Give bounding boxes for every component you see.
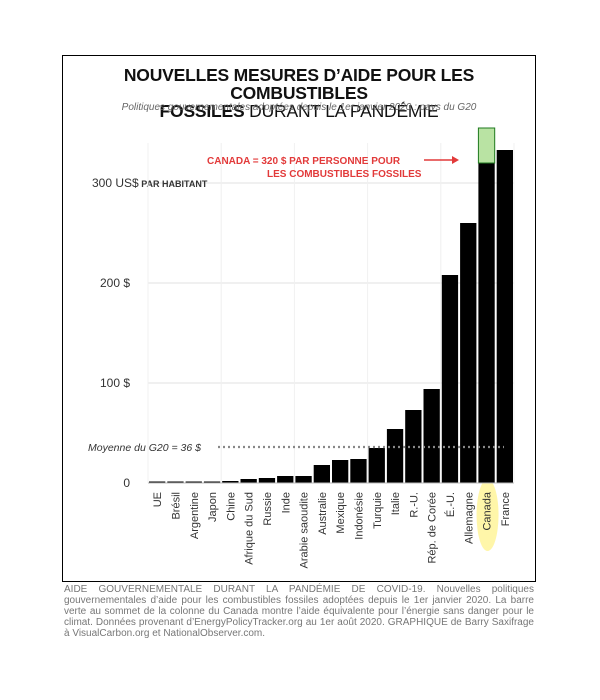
- x-tick-label: Japon: [207, 492, 219, 522]
- x-tick-label: Allemagne: [463, 492, 475, 544]
- chart-title-bold-word: FOSSILES: [159, 101, 245, 121]
- x-tick-label: Italie: [390, 492, 402, 515]
- y-unit-label: PAR HABITANT: [139, 179, 208, 189]
- bar-arabie-saoudite: [295, 476, 312, 483]
- chart-title-rest: DURANT LA PANDÉMIE: [244, 101, 439, 121]
- bar-indon-sie: [350, 459, 367, 483]
- bar-chine: [222, 481, 239, 483]
- bar-ue: [149, 481, 166, 483]
- bar-italie: [386, 429, 404, 483]
- bar-argentine: [185, 481, 202, 483]
- chart-subtitle: Politiques gouvernementales adoptées dep…: [121, 102, 477, 113]
- y-tick-label-0: 0: [123, 476, 130, 490]
- bar-canada: [478, 163, 495, 483]
- x-tick-label: Afrique du Sud: [244, 492, 256, 565]
- bar-turquie: [368, 448, 385, 483]
- x-tick-label: Indonésie: [353, 492, 365, 540]
- bar-inde: [277, 476, 294, 483]
- x-tick-label: UE: [152, 492, 164, 507]
- bar-japon: [203, 481, 221, 483]
- figure-caption: AIDE GOUVERNEMENTALE DURANT LA PANDÉMIE …: [64, 584, 534, 639]
- bar-france: [496, 150, 513, 483]
- canada-annotation-line2: LES COMBUSTIBLES FOSSILES: [267, 169, 422, 180]
- bar--u-: [441, 275, 459, 483]
- x-tick-label: Inde: [280, 492, 292, 513]
- x-tick-label: Russie: [262, 492, 274, 526]
- x-tick-label: Brésil: [170, 492, 182, 520]
- x-tick-label: Mexique: [335, 492, 347, 534]
- x-tick-label: Canada: [482, 491, 494, 530]
- bar-r-p-de-cor-e: [423, 389, 440, 483]
- bar-australie: [313, 465, 330, 483]
- bar-mexique: [332, 460, 349, 483]
- y-tick-label-200: 200 $: [100, 276, 130, 290]
- chart-title: NOUVELLES MESURES D’AIDE POUR LES COMBUS…: [62, 66, 536, 120]
- chart-title-line2: FOSSILES DURANT LA PANDÉMIE: [62, 102, 536, 120]
- bar-russie: [258, 478, 276, 483]
- x-tick-label: É.-U.: [444, 492, 457, 517]
- x-tick-label: France: [500, 492, 512, 526]
- g20-average-label: Moyenne du G20 = 36 $: [88, 442, 201, 454]
- x-tick-label: Arabie saoudite: [299, 492, 311, 568]
- x-tick-label: Chine: [225, 492, 237, 521]
- x-tick-label: R.-U.: [408, 492, 420, 518]
- x-tick-label: Rép. de Corée: [427, 492, 439, 564]
- x-tick-label: Argentine: [189, 492, 201, 539]
- canada-annotation-line1: CANADA = 320 $ PAR PERSONNE POUR: [207, 156, 401, 167]
- canada-climate-safe-bar: [477, 127, 496, 164]
- chart-title-line1: NOUVELLES MESURES D’AIDE POUR LES COMBUS…: [123, 65, 475, 103]
- bar-afrique-du-sud: [240, 479, 257, 483]
- x-tick-label: Australie: [317, 492, 329, 535]
- y-tick-label-100: 100 $: [100, 376, 130, 390]
- x-tick-label: Turquie: [372, 492, 384, 529]
- bar-br-sil: [167, 481, 184, 483]
- bar-allemagne: [460, 223, 477, 483]
- canada-label-highlight: [476, 479, 499, 551]
- y-tick-label-300: 300 US$ PAR HABITANT: [92, 176, 208, 190]
- canada-annotation-arrowhead: [452, 156, 459, 164]
